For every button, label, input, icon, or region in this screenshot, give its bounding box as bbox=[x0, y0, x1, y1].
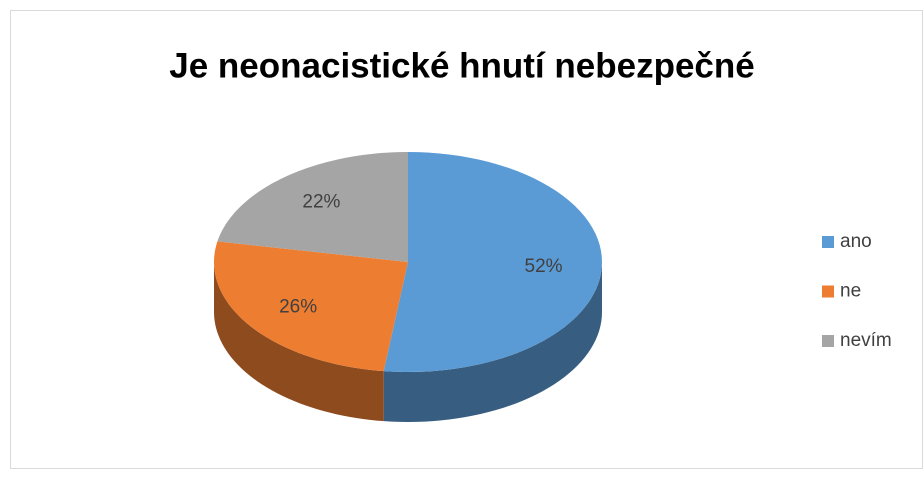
chart-border bbox=[10, 10, 923, 469]
legend-label: nevím bbox=[840, 330, 892, 351]
slice bbox=[217, 152, 408, 262]
legend-swatch bbox=[822, 335, 834, 347]
chart-title: Je neonacistické hnutí nebezpečné bbox=[169, 46, 754, 85]
slice-side bbox=[383, 262, 602, 422]
data-label: 22% bbox=[302, 192, 340, 213]
slice bbox=[214, 241, 408, 372]
slice-side bbox=[214, 262, 384, 422]
legend-label: ano bbox=[840, 231, 872, 252]
data-label: 26% bbox=[279, 296, 317, 317]
slice bbox=[383, 152, 602, 372]
data-label: 52% bbox=[525, 256, 563, 277]
legend-swatch bbox=[822, 236, 834, 248]
legend-label: ne bbox=[840, 281, 861, 302]
legend-swatch bbox=[822, 285, 834, 298]
